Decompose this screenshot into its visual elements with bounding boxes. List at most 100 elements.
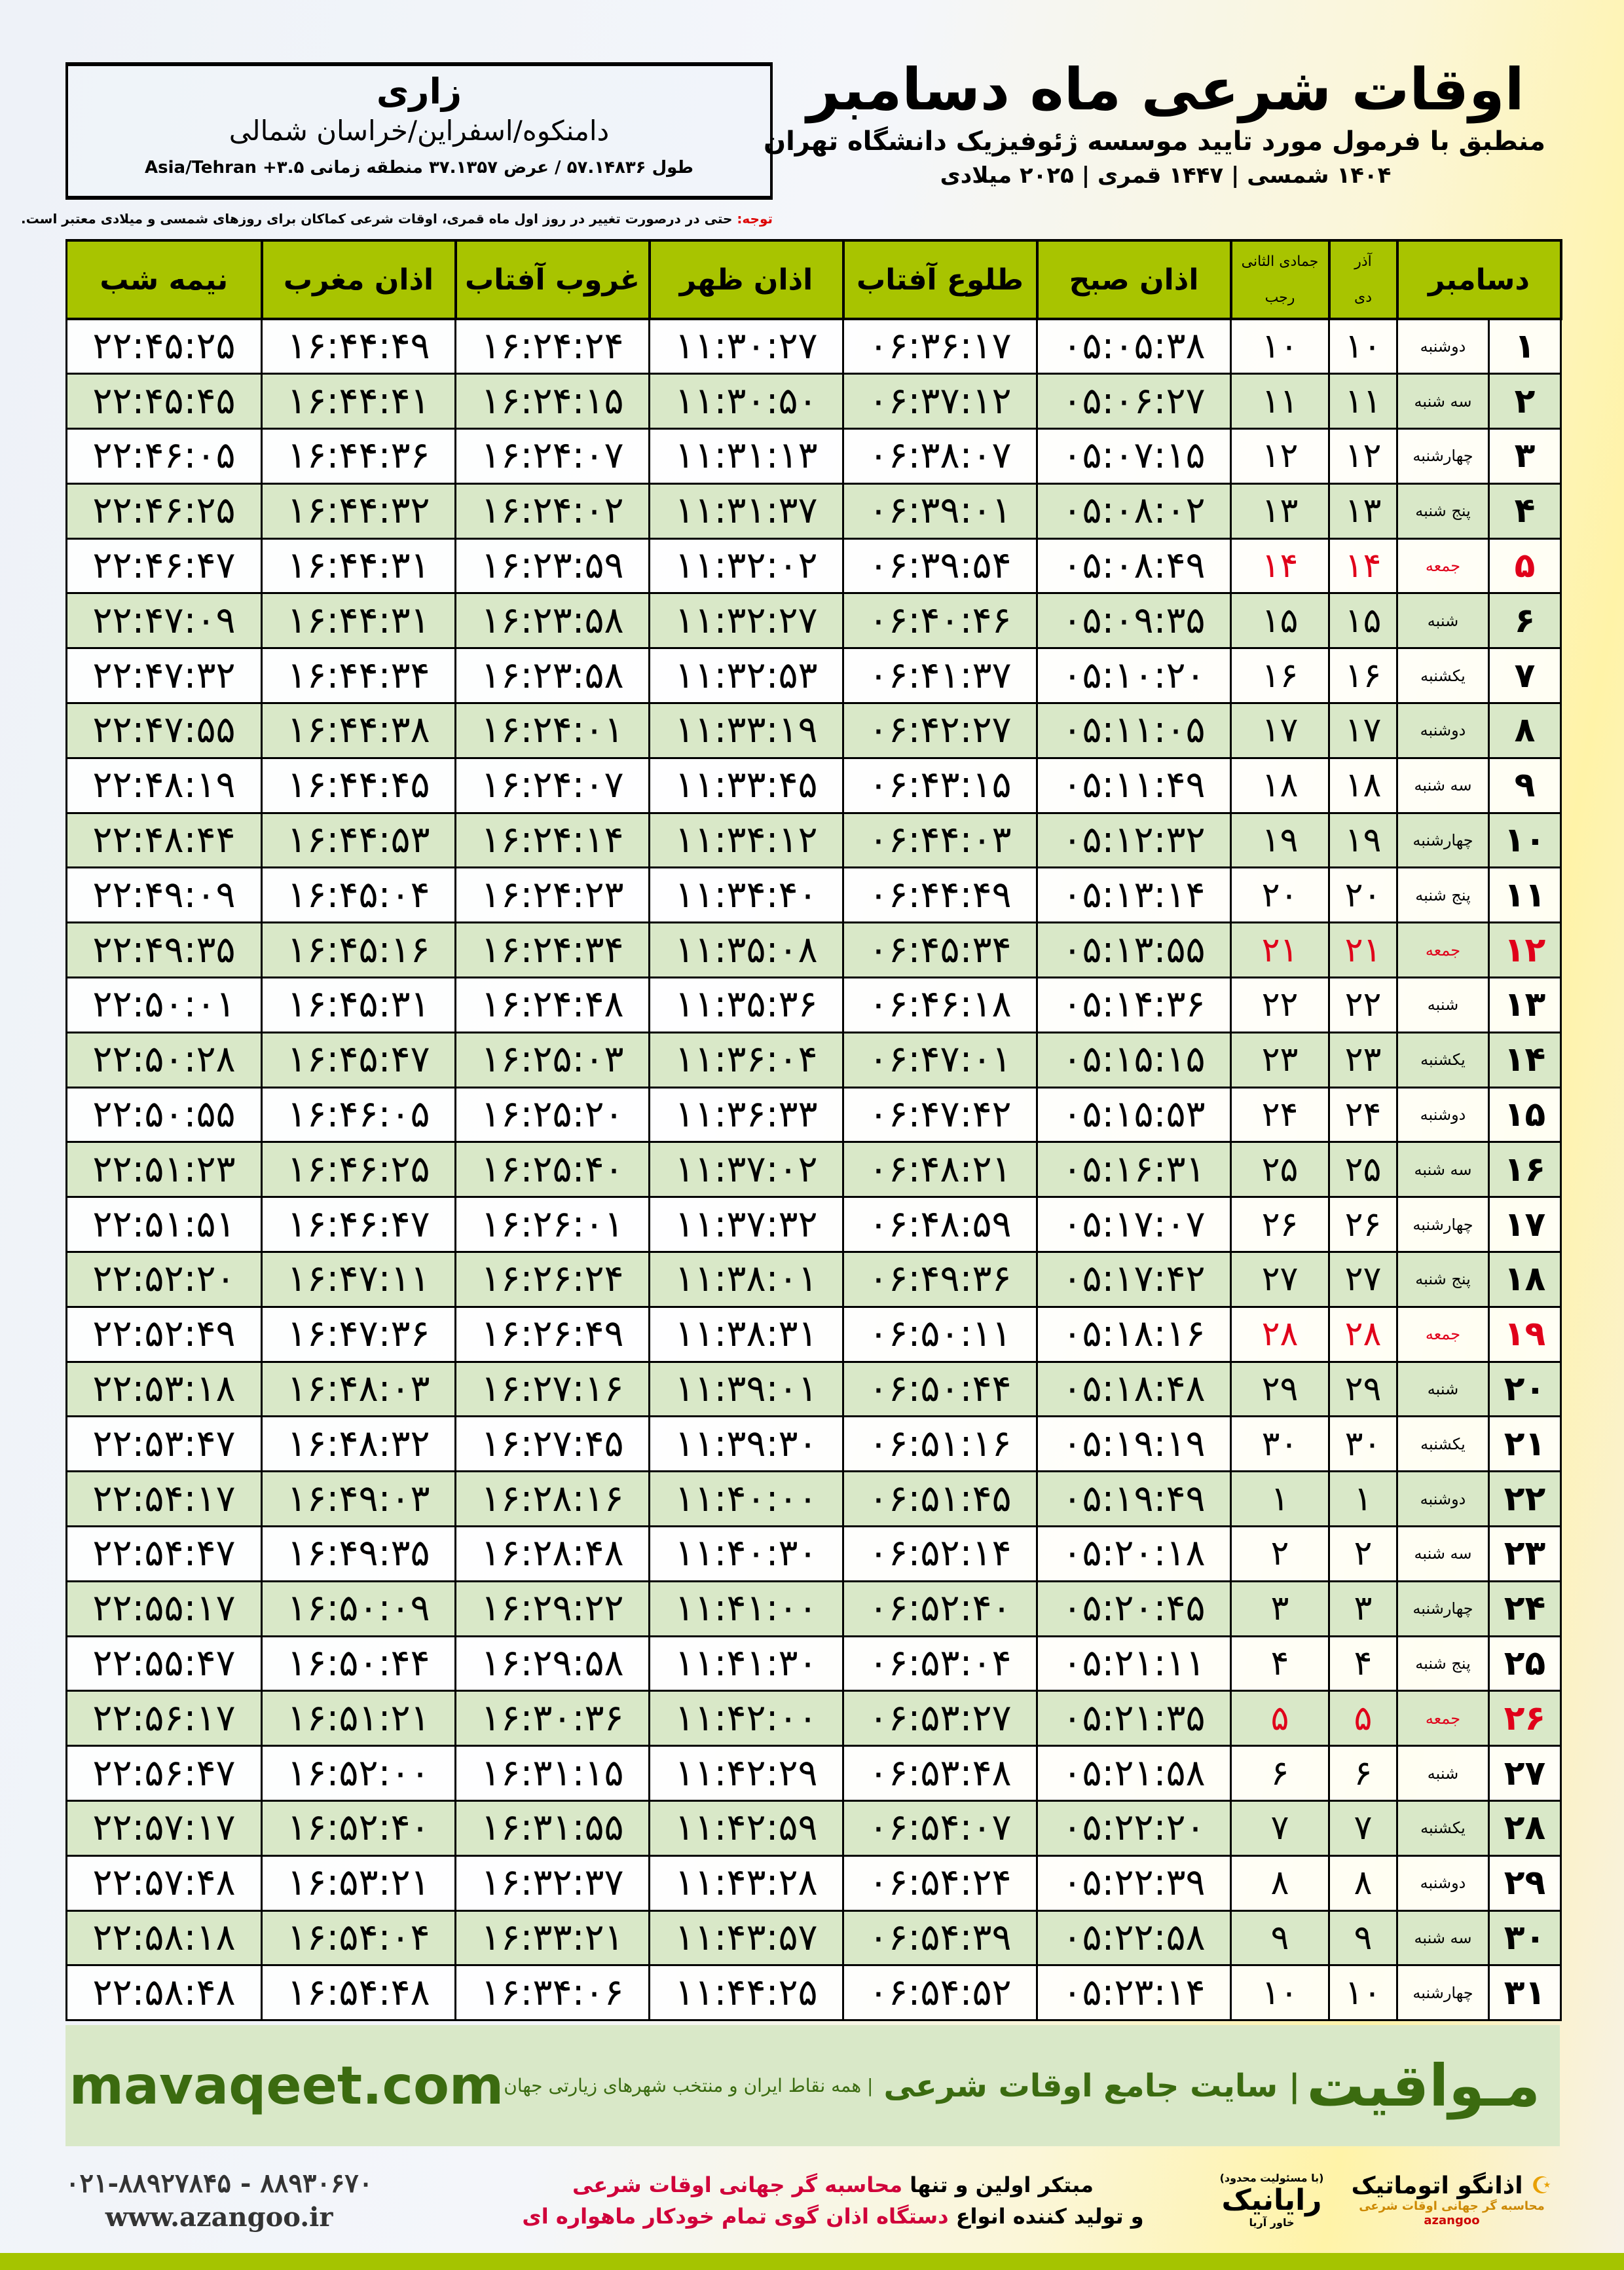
- midnight-time: ۲۲:۵۱:۲۳: [65, 1141, 263, 1199]
- sunrise-time: ۰۶:۵۲:۴۰: [842, 1580, 1038, 1637]
- shamsi-day: ۱۵: [1328, 592, 1398, 650]
- shamsi-day: ۱۸: [1328, 756, 1398, 814]
- qamari-day: ۲۴: [1230, 1086, 1330, 1144]
- sunset-time: ۱۶:۲۹:۵۸: [454, 1635, 650, 1692]
- fajr-time: ۰۵:۰۸:۰۲: [1036, 482, 1232, 540]
- sunrise-time: ۰۶:۴۴:۰۳: [842, 811, 1038, 869]
- dhuhr-time: ۱۱:۴۰:۰۰: [648, 1470, 844, 1528]
- weekday: سه شنبه: [1395, 1909, 1490, 1967]
- qamari-day: ۱۰: [1230, 1964, 1330, 2022]
- day-number: ۱۵: [1488, 1086, 1562, 1144]
- qamari-day: ۷: [1230, 1800, 1330, 1857]
- dhuhr-time: ۱۱:۳۸:۰۱: [648, 1251, 844, 1308]
- table-row: ۳ چهارشنبه ۱۲ ۱۲ ۰۵:۰۷:۱۵ ۰۶:۳۸:۰۷ ۱۱:۳۱:۱۳ ۱۶:…: [65, 428, 1562, 485]
- header-maghrib: اذان مغرب: [261, 239, 457, 320]
- day-number: ۶: [1488, 592, 1562, 650]
- fajr-time: ۰۵:۱۰:۲۰: [1036, 647, 1232, 705]
- shamsi-day: ۳: [1328, 1580, 1398, 1637]
- midnight-time: ۲۲:۵۰:۰۱: [65, 977, 263, 1033]
- sunset-time: ۱۶:۳۰:۳۶: [454, 1690, 650, 1747]
- table-row: ۱۷ چهارشنبه ۲۶ ۲۶ ۰۵:۱۷:۰۷ ۰۶:۴۸:۵۹ ۱۱:۳۷:۳۲ ۱۶…: [65, 1196, 1562, 1254]
- midnight-time: ۲۲:۵۸:۱۸: [65, 1909, 263, 1967]
- dhuhr-time: ۱۱:۳۰:۵۰: [648, 373, 844, 430]
- qamari-day: ۳: [1230, 1580, 1330, 1637]
- maghrib-time: ۱۶:۴۹:۳۵: [261, 1525, 456, 1582]
- sunrise-time: ۰۶:۴۰:۴۶: [842, 592, 1038, 650]
- sunset-time: ۱۶:۲۸:۴۸: [454, 1525, 650, 1582]
- sunset-time: ۱۶:۲۵:۰۳: [454, 1031, 650, 1088]
- dhuhr-time: ۱۱:۳۵:۳۶: [648, 977, 844, 1033]
- sunset-time: ۱۶:۲۴:۴۸: [454, 977, 650, 1033]
- midnight-time: ۲۲:۵۶:۱۷: [65, 1690, 263, 1747]
- sunset-time: ۱۶:۲۵:۲۰: [454, 1086, 650, 1144]
- sunrise-time: ۰۶:۵۳:۴۸: [842, 1745, 1038, 1802]
- maghrib-time: ۱۶:۵۴:۴۸: [261, 1964, 456, 2022]
- midnight-time: ۲۲:۴۶:۰۵: [65, 428, 263, 485]
- fajr-time: ۰۵:۲۰:۴۵: [1036, 1580, 1232, 1637]
- day-number: ۴: [1488, 482, 1562, 540]
- weekday: شنبه: [1395, 592, 1490, 650]
- midnight-time: ۲۲:۴۵:۲۵: [65, 318, 263, 375]
- contact-info: ۰۲۱-۸۸۹۲۷۸۴۵ - ۸۸۹۳۰۶۷۰ www.azangoo.ir: [65, 2167, 373, 2235]
- maghrib-time: ۱۶:۴۵:۱۶: [261, 921, 456, 979]
- qamari-day: ۲۸: [1230, 1305, 1330, 1363]
- day-number: ۱۲: [1488, 921, 1562, 979]
- weekday: چهارشنبه: [1395, 1580, 1490, 1637]
- fajr-time: ۰۵:۱۴:۳۶: [1036, 977, 1232, 1033]
- fajr-time: ۰۵:۱۷:۰۷: [1036, 1196, 1232, 1254]
- region-name: دامنکوه/اسفراین/خراسان شمالی: [229, 115, 610, 147]
- weekday: دوشنبه: [1395, 1470, 1490, 1528]
- weekday: دوشنبه: [1395, 1086, 1490, 1144]
- table-row: ۲۶ جمعه ۵ ۵ ۰۵:۲۱:۳۵ ۰۶:۵۳:۲۷ ۱۱:۴۲:۰۰ ۱۶:۳۰:۳۶…: [65, 1690, 1562, 1747]
- table-row: ۱ دوشنبه ۱۰ ۱۰ ۰۵:۰۵:۳۸ ۰۶:۳۶:۱۷ ۱۱:۳۰:۲۷ ۱۶:۲۴…: [65, 318, 1562, 375]
- sunrise-time: ۰۶:۵۴:۵۲: [842, 1964, 1038, 2022]
- website-link[interactable]: mavaqeet.com: [69, 2055, 504, 2116]
- maghrib-time: ۱۶:۴۴:۳۱: [261, 592, 456, 650]
- weekday: جمعه: [1395, 537, 1490, 595]
- fajr-time: ۰۵:۲۲:۲۰: [1036, 1800, 1232, 1857]
- weekday: سه شنبه: [1395, 373, 1490, 430]
- shamsi-day: ۹: [1328, 1909, 1398, 1967]
- fajr-time: ۰۵:۲۱:۵۸: [1036, 1745, 1232, 1802]
- maghrib-time: ۱۶:۴۷:۳۶: [261, 1305, 456, 1363]
- sunset-time: ۱۶:۳۳:۲۱: [454, 1909, 650, 1967]
- weekday: چهارشنبه: [1395, 811, 1490, 869]
- day-number: ۷: [1488, 647, 1562, 705]
- weekday: پنج شنبه: [1395, 482, 1490, 540]
- sunrise-time: ۰۶:۳۶:۱۷: [842, 318, 1038, 375]
- fajr-time: ۰۵:۱۵:۵۳: [1036, 1086, 1232, 1144]
- midnight-time: ۲۲:۴۷:۰۹: [65, 592, 263, 650]
- midnight-time: ۲۲:۵۶:۴۷: [65, 1745, 263, 1802]
- day-number: ۲۳: [1488, 1525, 1562, 1582]
- maghrib-time: ۱۶:۵۰:۴۴: [261, 1635, 456, 1692]
- weekday: پنج شنبه: [1395, 866, 1490, 924]
- shamsi-day: ۴: [1328, 1635, 1398, 1692]
- sunrise-time: ۰۶:۵۱:۱۶: [842, 1415, 1038, 1473]
- day-number: ۱۱: [1488, 866, 1562, 924]
- weekday: شنبه: [1395, 1360, 1490, 1418]
- shamsi-day: ۲۱: [1328, 921, 1398, 979]
- midnight-time: ۲۲:۴۶:۴۷: [65, 537, 263, 595]
- maghrib-time: ۱۶:۴۸:۳۲: [261, 1415, 456, 1473]
- qamari-day: ۲۷: [1230, 1251, 1330, 1308]
- dhuhr-time: ۱۱:۴۴:۲۵: [648, 1964, 844, 2022]
- header-sunrise: طلوع آفتاب: [842, 239, 1039, 320]
- dhuhr-time: ۱۱:۳۱:۱۳: [648, 428, 844, 485]
- midnight-time: ۲۲:۵۳:۱۸: [65, 1360, 263, 1418]
- fajr-time: ۰۵:۰۵:۳۸: [1036, 318, 1232, 375]
- maghrib-time: ۱۶:۴۹:۰۳: [261, 1470, 456, 1528]
- maghrib-time: ۱۶:۴۴:۴۹: [261, 318, 456, 375]
- sunset-time: ۱۶:۲۴:۰۲: [454, 482, 650, 540]
- dhuhr-time: ۱۱:۳۶:۳۳: [648, 1086, 844, 1144]
- sunrise-time: ۰۶:۴۵:۳۴: [842, 921, 1038, 979]
- maghrib-time: ۱۶:۴۴:۵۳: [261, 811, 456, 869]
- table-row: ۲۲ دوشنبه ۱ ۱ ۰۵:۱۹:۴۹ ۰۶:۵۱:۴۵ ۱۱:۴۰:۰۰ ۱۶:۲۸:…: [65, 1470, 1562, 1528]
- sunrise-time: ۰۶:۴۷:۴۲: [842, 1086, 1038, 1144]
- midnight-time: ۲۲:۵۴:۱۷: [65, 1470, 263, 1528]
- fajr-time: ۰۵:۱۱:۰۵: [1036, 702, 1232, 759]
- page-subtitle: منطبق با فرمول مورد تایید موسسه ژئوفیزیک…: [763, 126, 1545, 157]
- azangoo-website[interactable]: www.azangoo.ir: [105, 2202, 333, 2233]
- day-number: ۳: [1488, 428, 1562, 485]
- sunset-time: ۱۶:۳۱:۵۵: [454, 1800, 650, 1857]
- sunset-time: ۱۶:۳۲:۳۷: [454, 1854, 650, 1912]
